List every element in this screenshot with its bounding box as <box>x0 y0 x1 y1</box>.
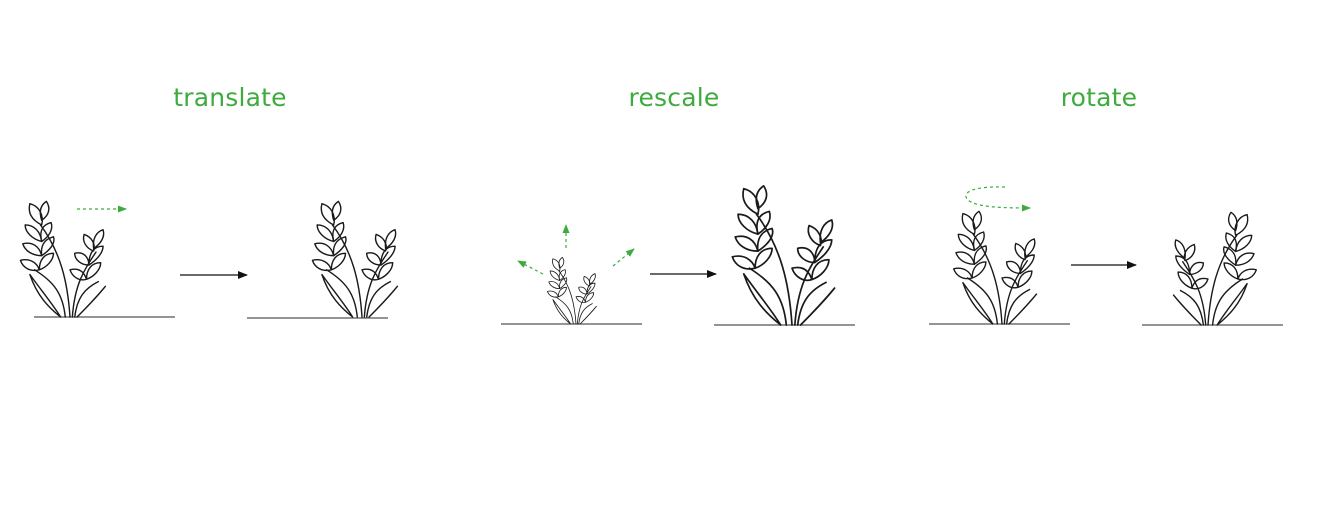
wheat-plant-icon <box>19 200 107 318</box>
dashed-motion-arrow-icon <box>612 248 635 267</box>
wheat-plant-icon <box>547 256 597 325</box>
wheat-plant-icon <box>1172 211 1257 326</box>
dashed-motion-arrow-icon <box>517 260 544 275</box>
translate-group <box>19 200 399 319</box>
label-translate: translate <box>173 83 287 112</box>
dashed-motion-arrow-icon <box>965 186 1031 212</box>
label-rotate: rotate <box>1060 83 1138 112</box>
label-rescale: rescale <box>628 83 720 112</box>
rotate-group <box>929 186 1283 326</box>
wheat-plant-icon <box>731 184 836 326</box>
wheat-plant-icon <box>311 200 399 318</box>
wheat-plant-icon <box>953 210 1038 325</box>
rescale-group <box>501 184 855 326</box>
